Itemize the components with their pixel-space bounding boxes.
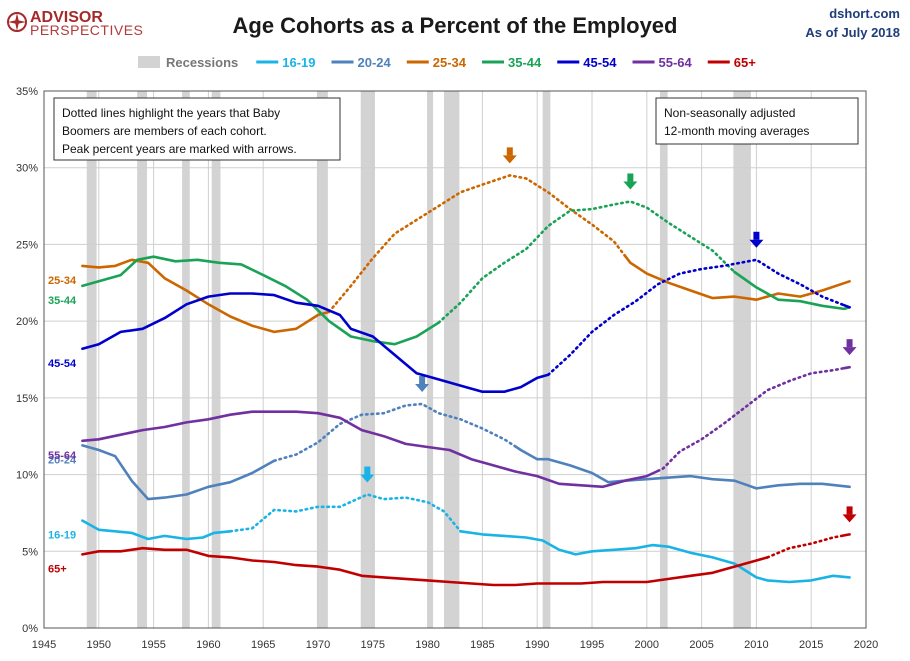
note-left-line-2: Boomers are members of each cohort. bbox=[62, 124, 267, 138]
peak-arrow-icon bbox=[623, 173, 638, 190]
series-label-45-54: 45-54 bbox=[48, 358, 77, 370]
series-label-16-19: 16-19 bbox=[48, 530, 76, 542]
y-tick-label: 10% bbox=[16, 470, 38, 482]
source-label: dshort.com bbox=[829, 6, 900, 21]
series-line-boomer bbox=[229, 493, 462, 533]
series-line-boomer bbox=[656, 366, 846, 473]
series-line bbox=[81, 444, 276, 501]
recession-bar bbox=[733, 91, 751, 628]
series-line-boomer bbox=[546, 258, 846, 377]
peak-arrow-icon bbox=[749, 231, 764, 248]
recession-bar bbox=[542, 91, 551, 628]
x-tick-label: 1965 bbox=[251, 639, 275, 651]
y-tick-label: 25% bbox=[16, 239, 38, 251]
x-tick-label: 1955 bbox=[141, 639, 165, 651]
x-tick-label: 2000 bbox=[635, 639, 659, 651]
x-tick-label: 1960 bbox=[196, 639, 220, 651]
series-line bbox=[81, 546, 769, 587]
series-label-20-24: 20-24 bbox=[48, 454, 77, 466]
series-line bbox=[842, 303, 851, 309]
x-tick-label: 1985 bbox=[470, 639, 494, 651]
series-line bbox=[81, 519, 232, 541]
brand-line-1: ADVISOR bbox=[30, 9, 103, 26]
note-left: Dotted lines highlight the years that Ba… bbox=[53, 97, 341, 161]
recession-bar bbox=[182, 91, 190, 628]
legend-swatch-recessions bbox=[138, 56, 160, 68]
x-tick-label: 2005 bbox=[689, 639, 713, 651]
note-right-line-2: 12-month moving averages bbox=[664, 124, 809, 138]
series-line bbox=[733, 270, 851, 311]
series-line bbox=[81, 255, 440, 346]
y-tick-label: 30% bbox=[16, 163, 38, 175]
series-line bbox=[81, 292, 550, 393]
x-tick-label: 1990 bbox=[525, 639, 549, 651]
series-label-65+: 65+ bbox=[48, 563, 67, 575]
chart-title: Age Cohorts as a Percent of the Employed bbox=[233, 13, 678, 38]
note-right: Non-seasonally adjusted 12-month moving … bbox=[655, 97, 859, 145]
recession-bar bbox=[444, 91, 460, 628]
series-line bbox=[623, 254, 851, 301]
legend-label-65+: 65+ bbox=[734, 55, 756, 70]
brand-logo: ADVISOR PERSPECTIVES bbox=[7, 9, 143, 38]
series-line-boomer bbox=[766, 534, 846, 559]
legend-label-35-44: 35-44 bbox=[508, 55, 542, 70]
date-label: As of July 2018 bbox=[805, 25, 900, 40]
note-left-line-3: Peak percent years are marked with arrow… bbox=[62, 142, 297, 156]
x-tick-label: 1975 bbox=[361, 639, 385, 651]
recession-bar bbox=[316, 91, 328, 628]
series-line-boomer bbox=[437, 200, 736, 324]
x-tick-label: 2020 bbox=[854, 639, 878, 651]
y-tick-label: 5% bbox=[22, 546, 38, 558]
series-line bbox=[81, 410, 660, 489]
y-tick-label: 15% bbox=[16, 393, 38, 405]
recession-bar bbox=[427, 91, 434, 628]
series-line bbox=[459, 530, 851, 584]
recession-bar bbox=[360, 91, 375, 628]
y-tick-label: 35% bbox=[16, 86, 38, 98]
series-label-55-64: 55-64 bbox=[48, 450, 77, 462]
legend-label-55-64: 55-64 bbox=[659, 55, 693, 70]
x-tick-label: 1980 bbox=[415, 639, 439, 651]
series-line-boomer bbox=[272, 402, 517, 463]
series-line-boomer bbox=[327, 174, 627, 314]
legend-label-recessions: Recessions bbox=[166, 55, 238, 70]
recession-bar bbox=[211, 91, 221, 628]
series-line bbox=[81, 258, 331, 334]
x-tick-label: 1970 bbox=[306, 639, 330, 651]
y-tick-label: 20% bbox=[16, 316, 38, 328]
peak-arrow-icon bbox=[842, 339, 857, 356]
peak-arrow-icon bbox=[360, 466, 375, 483]
peak-arrow-icon bbox=[502, 147, 517, 164]
x-tick-label: 1950 bbox=[87, 639, 111, 651]
legend: Recessions 16-19 20-24 25-34 35-44 45-54 55-64… bbox=[138, 55, 756, 70]
series-line bbox=[514, 445, 851, 490]
recession-bar bbox=[659, 91, 668, 628]
plot-frame bbox=[43, 90, 867, 629]
x-tick-label: 2015 bbox=[799, 639, 823, 651]
recession-bar bbox=[86, 91, 97, 628]
x-tick-label: 1995 bbox=[580, 639, 604, 651]
legend-label-16-19: 16-19 bbox=[282, 55, 315, 70]
peak-arrow-icon bbox=[842, 506, 857, 523]
x-tick-label: 1945 bbox=[32, 639, 56, 651]
brand-line-2: PERSPECTIVES bbox=[30, 22, 143, 38]
recession-bar bbox=[137, 91, 148, 628]
peak-arrow-icon bbox=[415, 375, 430, 392]
plot-area: 1945 1950 1955 1960 1965 1970 1975 1980 1985 1990… bbox=[16, 86, 878, 651]
note-right-line-1: Non-seasonally adjusted bbox=[664, 106, 795, 120]
series-label-35-44: 35-44 bbox=[48, 295, 77, 307]
series-line bbox=[842, 533, 851, 537]
x-tick-label: 2010 bbox=[744, 639, 768, 651]
note-left-line-1: Dotted lines highlight the years that Ba… bbox=[62, 106, 280, 120]
series-label-25-34: 25-34 bbox=[48, 275, 77, 287]
legend-label-25-34: 25-34 bbox=[433, 55, 467, 70]
compass-icon bbox=[7, 12, 27, 32]
legend-label-45-54: 45-54 bbox=[583, 55, 617, 70]
series-line bbox=[842, 365, 851, 370]
legend-label-20-24: 20-24 bbox=[358, 55, 392, 70]
y-tick-label: 0% bbox=[22, 623, 38, 635]
